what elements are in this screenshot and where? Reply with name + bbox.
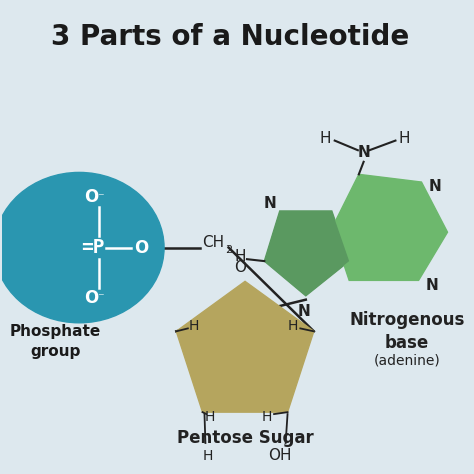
Text: N: N — [298, 304, 310, 319]
Text: O: O — [134, 238, 148, 256]
Text: ⁻: ⁻ — [97, 291, 104, 304]
Text: H: H — [398, 131, 410, 146]
Text: H: H — [235, 249, 246, 264]
Text: =P: =P — [81, 238, 105, 257]
Ellipse shape — [0, 173, 164, 323]
Text: 3 Parts of a Nucleotide: 3 Parts of a Nucleotide — [52, 23, 410, 52]
Text: Pentose Sugar: Pentose Sugar — [177, 428, 313, 447]
Polygon shape — [264, 211, 349, 296]
Text: (adenine): (adenine) — [374, 354, 440, 367]
Text: H: H — [261, 410, 272, 424]
Text: OH: OH — [268, 448, 292, 463]
Text: H: H — [202, 448, 212, 463]
Text: O: O — [234, 260, 246, 275]
Text: H: H — [287, 319, 298, 334]
Text: H: H — [189, 319, 199, 334]
Polygon shape — [332, 174, 447, 281]
Text: H: H — [205, 410, 216, 424]
Text: ⁻: ⁻ — [97, 191, 104, 204]
Text: 2: 2 — [225, 245, 232, 255]
Text: O: O — [84, 189, 98, 207]
Text: N: N — [357, 145, 370, 160]
Text: H: H — [319, 131, 331, 146]
Text: Phosphate
group: Phosphate group — [9, 324, 101, 358]
Polygon shape — [176, 282, 314, 412]
Polygon shape — [264, 211, 349, 296]
Text: O: O — [84, 289, 98, 307]
Text: N: N — [426, 278, 438, 293]
Text: N: N — [264, 196, 276, 211]
Text: Nitrogenous
base: Nitrogenous base — [349, 311, 465, 352]
Text: CH: CH — [201, 235, 224, 250]
Text: N: N — [428, 179, 441, 194]
